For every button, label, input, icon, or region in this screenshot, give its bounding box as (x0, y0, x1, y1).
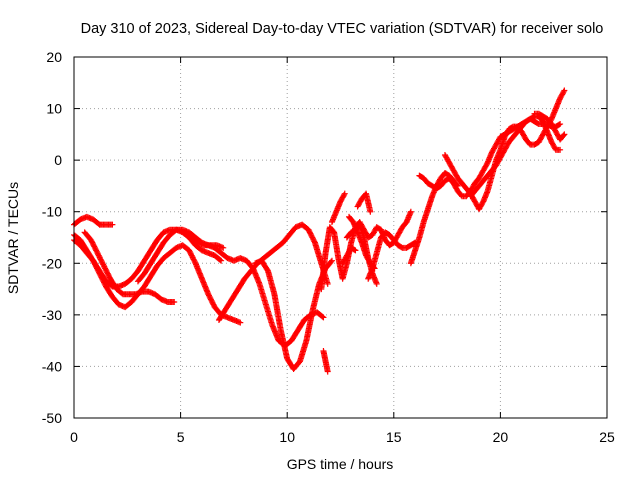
series-track-22 (346, 213, 378, 272)
x-tick-label: 15 (386, 429, 402, 445)
series-track-07 (181, 229, 227, 251)
data-points (71, 87, 568, 375)
series-track-12 (328, 190, 348, 226)
grid-lines (74, 57, 607, 418)
data-point (341, 191, 348, 198)
data-point (352, 247, 359, 254)
data-point (367, 208, 374, 215)
data-point (324, 368, 331, 375)
data-point (320, 314, 327, 321)
series-track-19 (467, 113, 564, 200)
data-point (371, 265, 378, 272)
data-point (557, 146, 564, 153)
data-point (218, 257, 225, 264)
x-axis-label: GPS time / hours (287, 456, 394, 472)
series-track-20 (531, 110, 568, 143)
x-tick-label: 0 (70, 429, 78, 445)
data-point (220, 244, 227, 251)
series-track-21 (339, 244, 359, 267)
y-tick-label: -50 (42, 410, 62, 426)
series-track-03 (96, 221, 116, 228)
x-tick-label: 5 (177, 429, 185, 445)
data-point (351, 246, 358, 253)
x-tick-label: 25 (599, 429, 615, 445)
data-point (109, 221, 116, 228)
data-point (328, 257, 335, 264)
y-tick-label: -20 (42, 255, 62, 271)
data-point (561, 131, 568, 138)
y-tick-label: 0 (54, 152, 62, 168)
data-point (328, 258, 335, 265)
y-tick-label: -30 (42, 307, 62, 323)
y-tick-label: 10 (46, 101, 62, 117)
data-point (373, 280, 380, 287)
x-tick-label: 10 (279, 429, 295, 445)
axis-ticks: 0 5 10 15 20 25 -50 -40 -30 -20 -10 0 10 20 (42, 49, 615, 445)
series-track-15 (365, 229, 419, 282)
y-axis-label: SDTVAR / TECUs (5, 182, 21, 294)
series-track-14 (354, 190, 374, 215)
data-point (311, 238, 318, 245)
data-point (341, 190, 348, 197)
data-point (324, 280, 331, 287)
plot-frame (73, 56, 608, 419)
data-point (319, 313, 326, 320)
x-tick-label: 20 (493, 429, 509, 445)
data-point (557, 121, 564, 128)
data-point (560, 132, 567, 139)
y-tick-label: -10 (42, 204, 62, 220)
data-point (217, 256, 224, 263)
chart-title: Day 310 of 2023, Sidereal Day-to-day VTE… (81, 21, 604, 37)
data-point (556, 121, 563, 128)
data-point (560, 88, 567, 95)
series-track-06 (134, 226, 327, 349)
y-tick-label: 20 (46, 49, 62, 65)
series-track-11 (320, 347, 331, 375)
series-track-02 (71, 213, 103, 228)
data-point (370, 264, 377, 271)
y-tick-label: -40 (42, 358, 62, 374)
data-point (407, 208, 414, 215)
data-point (171, 298, 178, 305)
data-point (561, 87, 568, 94)
data-point (237, 319, 244, 326)
